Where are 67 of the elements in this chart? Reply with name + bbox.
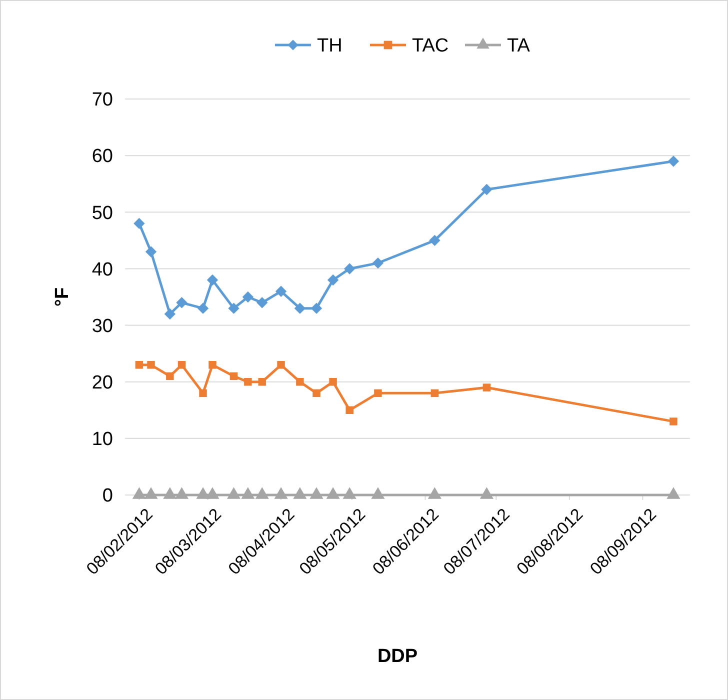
point: [326, 487, 340, 499]
point: [666, 487, 680, 499]
point: [134, 218, 145, 230]
point: [668, 156, 680, 167]
point: [374, 389, 382, 398]
point: [199, 389, 207, 398]
point: [145, 246, 157, 258]
y-tick-label: 50: [92, 202, 113, 224]
point: [241, 487, 255, 499]
point: [197, 302, 209, 314]
point: [208, 361, 216, 369]
point: [228, 302, 240, 314]
point: [429, 234, 440, 246]
point: [176, 297, 188, 308]
point: [230, 372, 238, 380]
point: [206, 274, 218, 286]
y-tick-label: 30: [92, 316, 113, 337]
x-axis-title: DDP: [377, 646, 418, 667]
point: [310, 487, 324, 499]
point: [174, 487, 189, 499]
point: [258, 378, 266, 386]
point: [480, 487, 494, 499]
point: [178, 361, 186, 369]
point: [294, 302, 306, 314]
y-axis-title: °F: [52, 287, 73, 307]
point: [430, 389, 439, 398]
point: [342, 487, 356, 499]
legend-label: TA: [507, 36, 530, 57]
point: [164, 308, 176, 320]
legend-label: TH: [317, 36, 342, 57]
y-tick-label: 10: [92, 429, 113, 450]
point: [242, 291, 254, 303]
point: [372, 257, 384, 269]
point: [312, 389, 320, 398]
point: [275, 286, 287, 297]
point: [371, 487, 385, 499]
point: [293, 487, 307, 499]
y-tick-label: 70: [92, 90, 113, 111]
point: [346, 406, 354, 414]
y-tick-label: 40: [92, 259, 113, 280]
y-tick-label: 0: [102, 486, 113, 507]
point: [428, 487, 442, 499]
point: [147, 361, 155, 369]
point: [274, 487, 288, 499]
y-tick-label: 60: [92, 146, 113, 168]
point: [135, 361, 144, 369]
point: [670, 418, 678, 426]
point: [244, 378, 252, 386]
point: [226, 487, 241, 499]
point: [296, 378, 304, 386]
point: [329, 378, 337, 386]
point: [163, 487, 177, 499]
point: [196, 487, 210, 499]
legend-label: TAC: [412, 36, 449, 57]
point: [482, 384, 491, 392]
y-tick-label: 20: [92, 372, 113, 394]
point: [344, 263, 356, 274]
point: [132, 487, 146, 499]
point: [481, 184, 492, 196]
point: [144, 487, 158, 499]
point: [327, 274, 339, 286]
point: [206, 487, 220, 499]
point: [277, 361, 285, 369]
point: [256, 297, 268, 308]
point: [166, 372, 174, 380]
point: [255, 487, 269, 499]
point: [310, 302, 322, 314]
